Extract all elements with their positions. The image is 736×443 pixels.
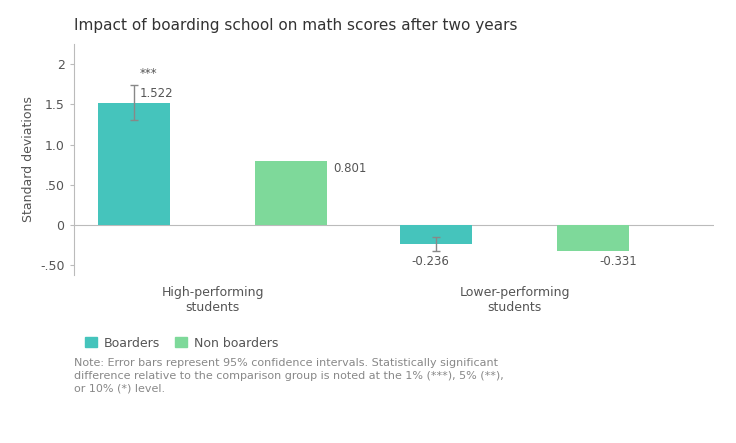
Legend: Boarders, Non boarders: Boarders, Non boarders: [79, 332, 283, 354]
Text: ***: ***: [140, 67, 158, 80]
Bar: [255, 161, 328, 225]
Y-axis label: Standard deviations: Standard deviations: [21, 97, 35, 222]
Text: -0.236: -0.236: [411, 255, 449, 268]
Bar: [98, 103, 170, 225]
Text: 1.522: 1.522: [140, 87, 174, 100]
Text: -0.331: -0.331: [599, 255, 637, 268]
Bar: [400, 225, 473, 244]
Text: Impact of boarding school on math scores after two years: Impact of boarding school on math scores…: [74, 19, 517, 33]
Text: 0.801: 0.801: [333, 162, 367, 175]
Text: Note: Error bars represent 95% confidence intervals. Statistically significant
d: Note: Error bars represent 95% confidenc…: [74, 358, 503, 394]
Bar: [557, 225, 629, 252]
